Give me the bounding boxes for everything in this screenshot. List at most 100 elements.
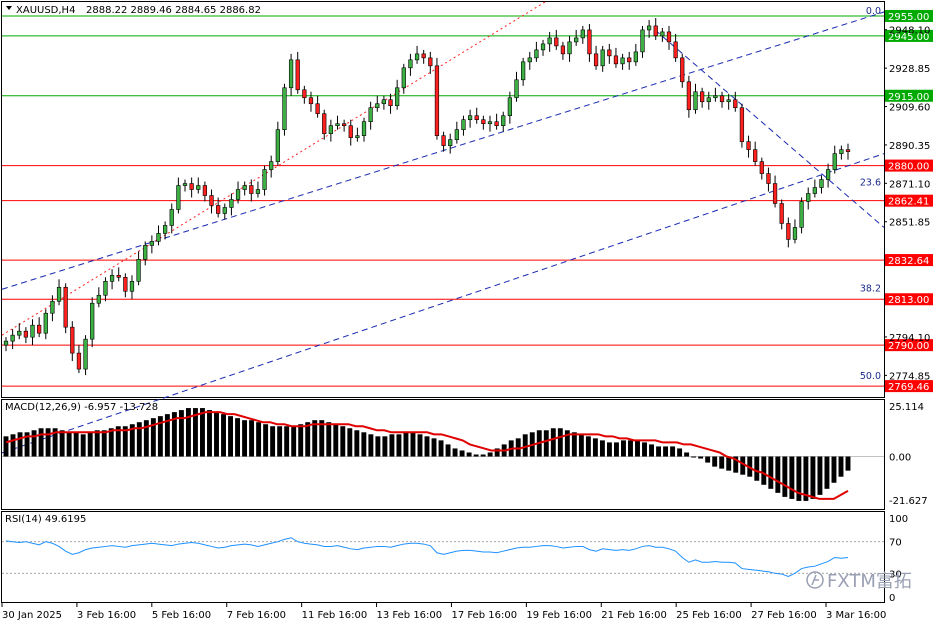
level-tag [885,9,933,22]
macd-bar [305,422,311,457]
candle-body-down [70,326,75,354]
candle-body-up [275,129,280,162]
macd-bar [66,432,72,457]
candle-body-up [799,201,804,228]
candle-body-down [481,119,486,124]
level-tag [885,194,933,207]
candle-body-up [501,115,506,126]
rsi-tick-label: 0 [889,593,895,604]
candle-body-up [726,99,731,103]
level-tag [885,89,933,102]
candle-body-up [507,97,512,117]
candle-body-up [229,199,234,208]
candle-body-up [143,245,148,260]
time-tick-label: 3 Feb 16:00 [77,610,136,621]
macd-bar [635,440,640,457]
macd-bar [122,426,128,457]
candle-body-down [627,57,632,63]
fib-level-label: 50.0 [860,371,881,382]
macd-bar [136,422,142,457]
macd-bar [782,456,788,497]
candle-body-down [686,81,692,111]
candle-body-down [348,125,353,138]
price-tick-label: 2928.85 [889,64,930,75]
candle-body-up [514,79,519,99]
macd-bar [157,416,163,457]
candle-body-down [613,55,619,65]
macd-bar [403,432,409,457]
macd-bar [817,456,823,495]
candle-body-up [706,97,711,103]
macd-bar [768,456,774,489]
candle-body-up [819,179,824,188]
macd-bar [333,424,339,457]
candle-body-up [521,61,526,81]
macd-bar [94,430,100,457]
candle-body-down [666,31,672,43]
candle-body-up [288,59,294,89]
level-lines: 2955.00 2945.00 2915.00 2880.00 2862.41 2832.… [2,6,933,393]
candle-body-down [421,53,426,59]
candle-body-up [401,67,406,89]
candle-body-down [653,25,658,37]
macd-bar [599,440,605,457]
macd-bar [284,426,290,457]
candle-body-up [646,25,652,31]
candle-body-down [123,277,128,292]
level-tag [885,339,933,352]
candle-body-down [434,65,440,136]
candle-body-down [753,149,758,162]
macd-bar [761,456,767,485]
macd-series: 25.114 0.00 -21.627 [2,402,928,507]
candle-body-down [216,205,221,214]
time-tick-label: 25 Feb 16:00 [676,610,742,621]
macd-bar [164,414,170,457]
candle-body-up [90,302,95,340]
candle-body-up [547,37,552,45]
candle-body-down [189,183,194,190]
macd-bar [80,434,86,457]
candle-body-up [620,57,625,65]
macd-bar [550,428,556,457]
rsi-tick-label: 30 [889,569,902,580]
candle-body-up [454,129,459,140]
candle-body-down [63,286,68,328]
macd-bar [557,428,563,457]
fib-level-label: 38.2 [860,283,881,294]
macd-tick-label: 25.114 [889,402,924,413]
candle-body-up [540,43,546,51]
candle-body-up [50,300,55,314]
macd-bar [312,420,318,457]
rsi-panel-frame [1,511,885,603]
candle-body-up [600,49,605,67]
macd-bar [543,430,549,457]
price-tick-label: 2794.10 [889,333,930,344]
macd-bar [613,442,619,457]
time-tick-label: 30 Jan 2025 [2,610,62,621]
macd-bar [263,424,269,457]
macd-bar [473,454,479,457]
macd-bar [298,424,304,457]
macd-bar [115,426,121,457]
candle-body-up [269,161,274,170]
candle-body-down [37,324,42,334]
candle-body-up [580,29,585,39]
candle-body-down [593,53,599,67]
candle-body-down [342,123,347,126]
candle-body-down [116,275,121,278]
candle-body-up [335,123,340,126]
price-tick-label: 2948.10 [889,26,930,37]
fib-level-label: 23.6 [860,178,881,189]
triangle-down-icon[interactable] [6,6,12,10]
time-tick-label: 27 Feb 16:00 [751,610,817,621]
macd-bar [129,424,135,457]
chart-header: XAUUSD,H4 2888.22 2889.46 2884.65 2886.8… [6,5,261,16]
candle-body-down [315,103,320,115]
macd-bar [410,432,416,457]
candle-body-down [746,141,751,150]
macd-bar [192,408,198,457]
macd-bar [571,432,577,457]
macd-bar [803,456,809,501]
candle-body-up [255,189,261,194]
